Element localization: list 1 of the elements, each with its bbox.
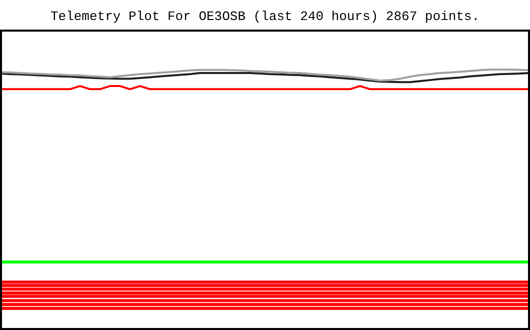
chart-title: Telemetry Plot For OE3OSB (last 240 hours) 2867 points.: [50, 9, 480, 24]
